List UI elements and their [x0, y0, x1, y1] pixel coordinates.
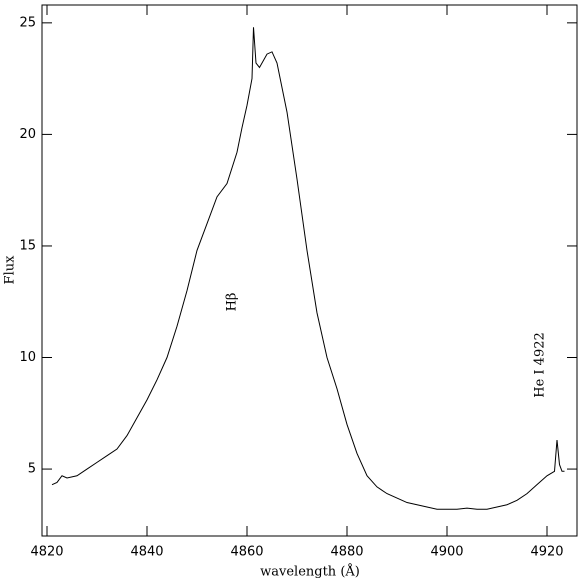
x-tick-label: 4840	[130, 545, 163, 560]
x-tick-label: 4880	[330, 545, 363, 560]
x-axis-label: wavelength (Å)	[260, 564, 360, 580]
y-tick-label: 10	[19, 350, 36, 365]
spectrum-line	[51, 27, 565, 510]
x-tick-label: 4900	[430, 545, 463, 560]
x-tick-label: 4860	[230, 545, 263, 560]
y-axis-label: Flux	[3, 255, 18, 285]
y-tick-label: 25	[19, 15, 36, 30]
plot-frame	[41, 4, 578, 537]
y-tick-label: 15	[19, 238, 36, 253]
annotation: Hβ	[225, 293, 240, 312]
x-tick-label: 4920	[530, 545, 563, 560]
y-tick-label: 5	[28, 462, 36, 477]
y-tick-label: 20	[19, 127, 36, 142]
annotation: He I 4922	[533, 332, 548, 398]
x-tick-label: 4820	[30, 545, 63, 560]
